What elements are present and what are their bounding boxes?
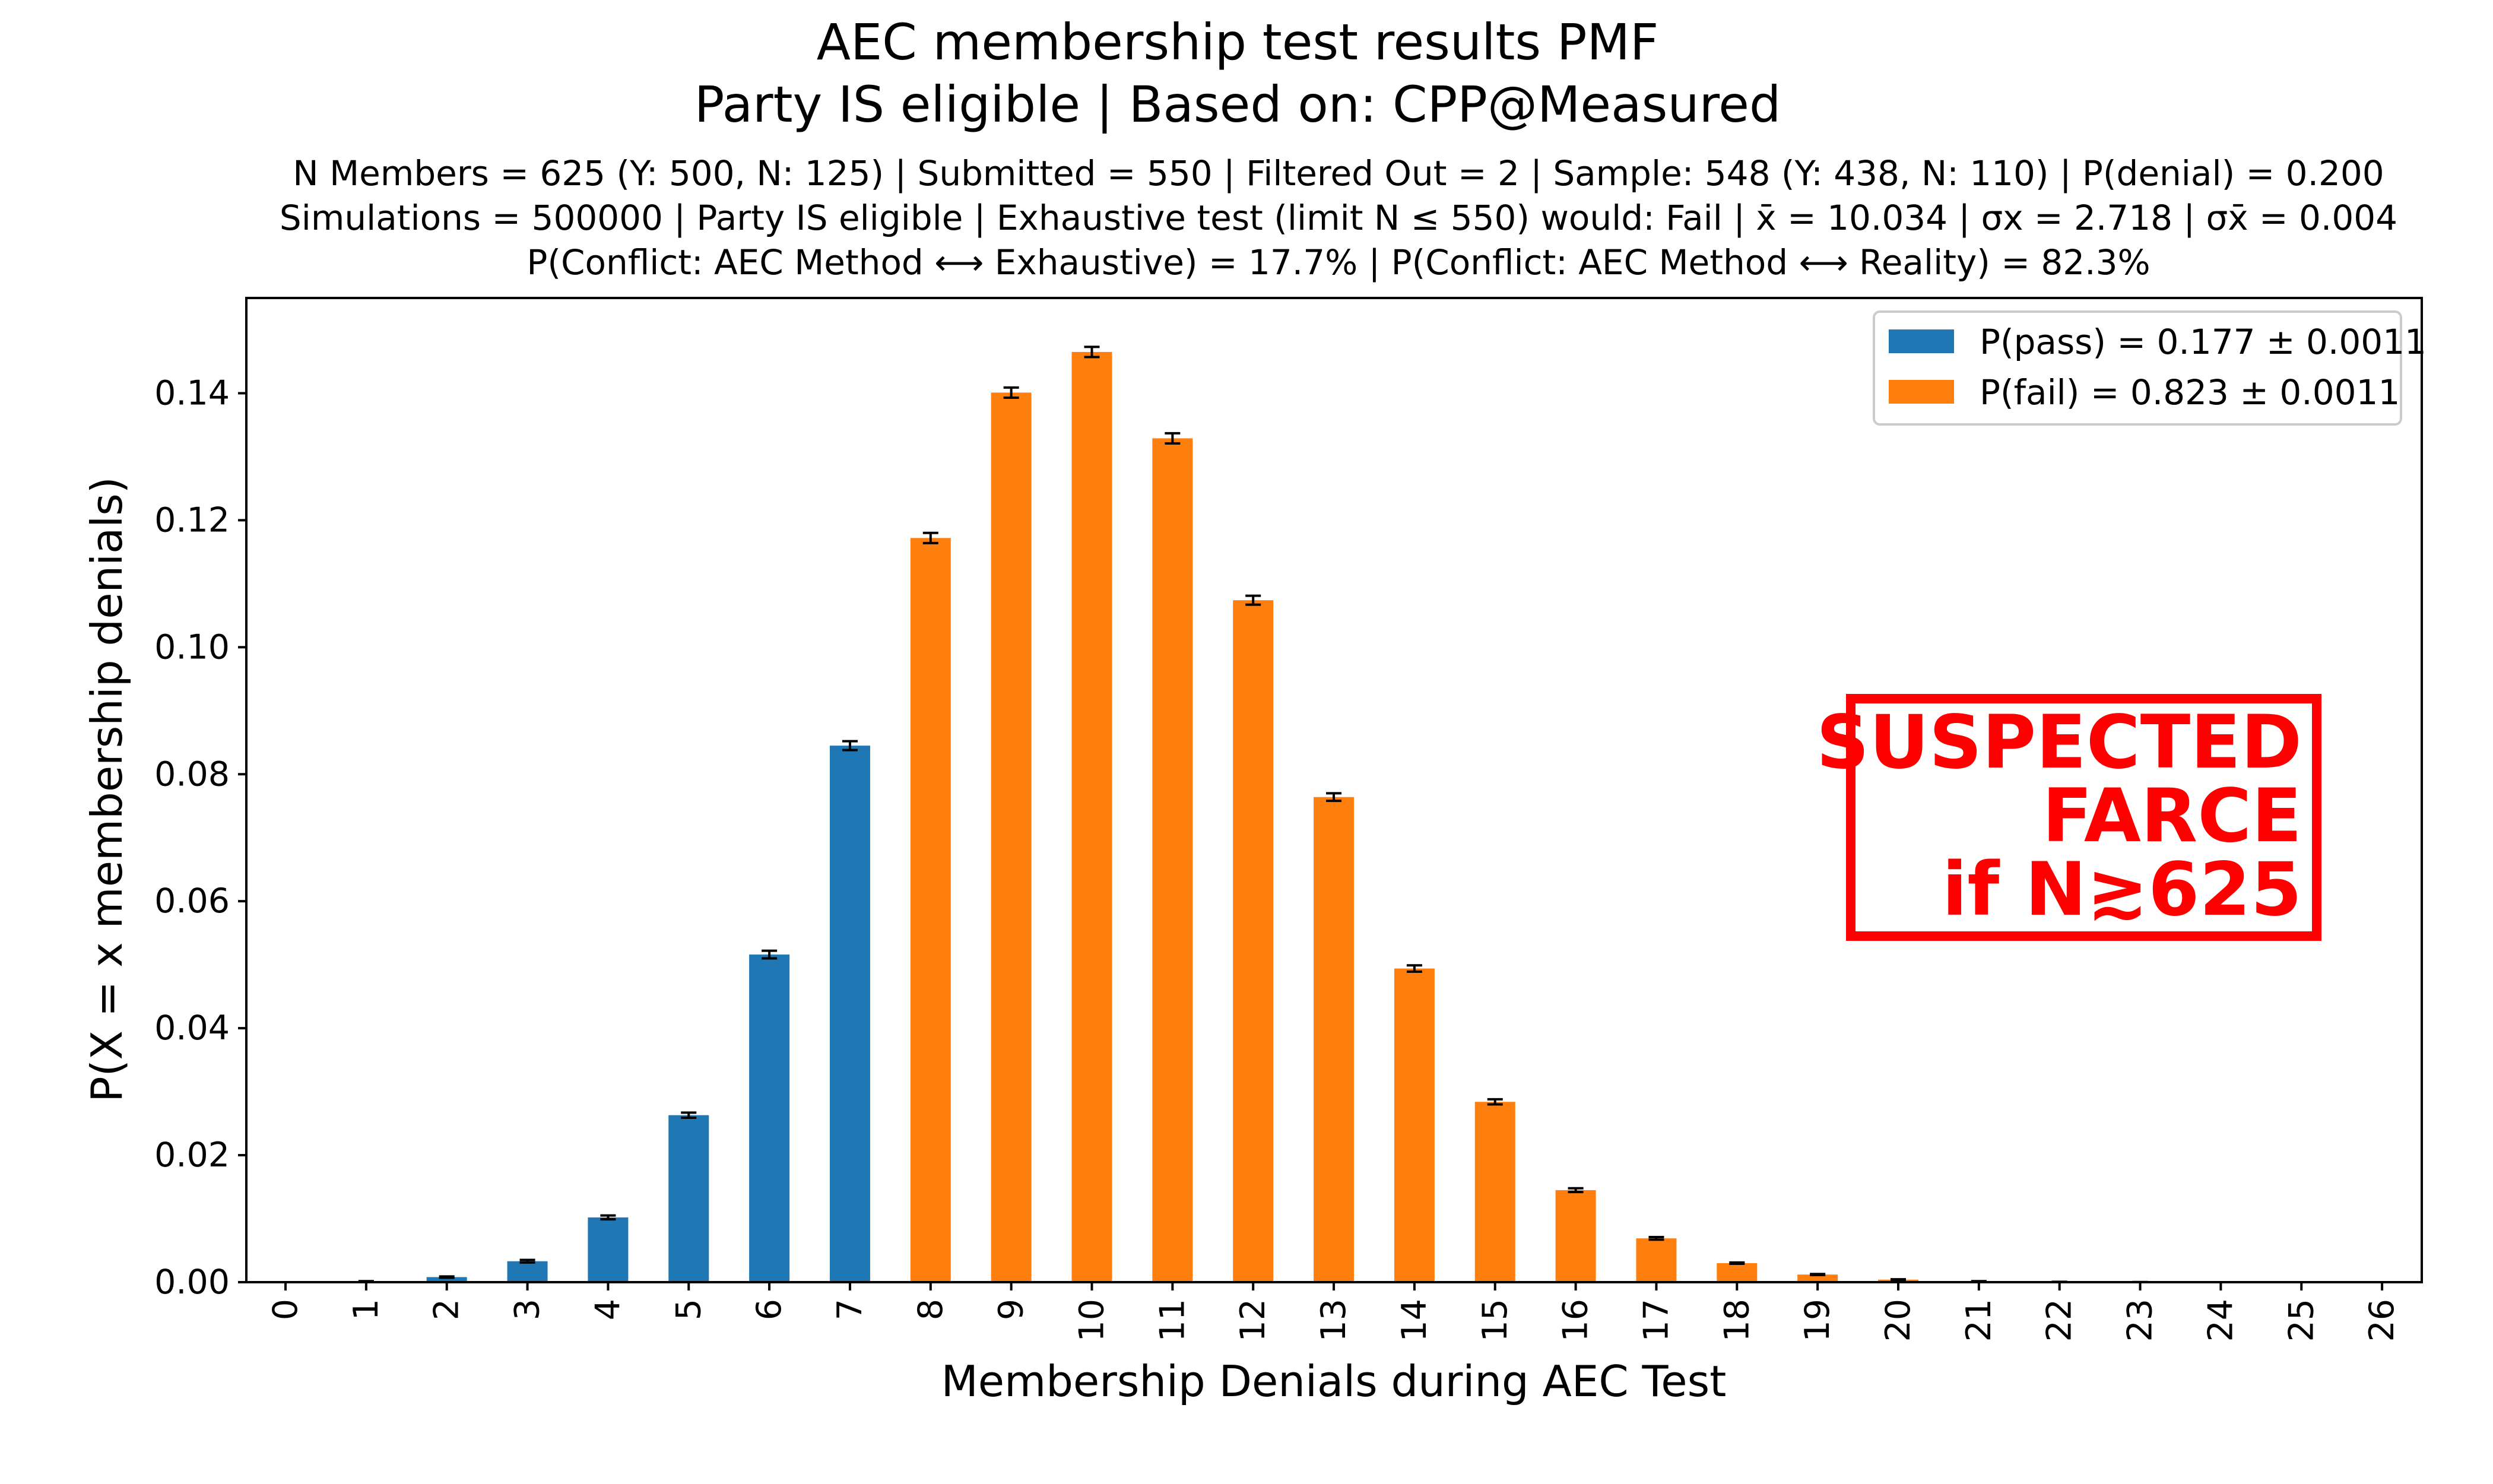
bar-8 bbox=[910, 538, 951, 1282]
x-tick-label-5: 5 bbox=[669, 1299, 708, 1320]
x-tick-label-0: 0 bbox=[266, 1299, 305, 1320]
x-tick-label-25: 25 bbox=[2282, 1299, 2321, 1342]
bar-18 bbox=[1717, 1263, 1758, 1282]
x-tick-label-10: 10 bbox=[1073, 1299, 1112, 1342]
y-tick-label-0.00: 0.00 bbox=[154, 1263, 230, 1302]
bar-6 bbox=[749, 955, 790, 1282]
legend: P(pass) = 0.177 ± 0.0011 P(fail) = 0.823… bbox=[1873, 310, 2427, 426]
error-bar-14 bbox=[1406, 964, 1422, 973]
x-tick-label-23: 23 bbox=[2121, 1299, 2160, 1342]
y-tick-label-0.10: 0.10 bbox=[154, 627, 230, 667]
error-bar-8 bbox=[922, 531, 938, 544]
chart-subtitle-line2: Simulations = 500000 | Party IS eligible… bbox=[280, 198, 2397, 238]
bar-2 bbox=[426, 1277, 467, 1282]
annotation-line2: FARCE bbox=[2042, 773, 2302, 859]
x-tick-label-3: 3 bbox=[508, 1299, 547, 1320]
bar-11 bbox=[1152, 438, 1193, 1282]
error-bar-20 bbox=[1891, 1278, 1906, 1282]
error-bar-18 bbox=[1729, 1261, 1745, 1265]
x-tick-label-21: 21 bbox=[1959, 1299, 1999, 1342]
annotation-line1: SUSPECTED bbox=[1816, 700, 2302, 785]
x-tick-label-4: 4 bbox=[588, 1299, 627, 1320]
annotation-line3: if N≳625 bbox=[1942, 847, 2302, 933]
error-bar-17 bbox=[1648, 1236, 1664, 1241]
chart-subtitle-line3: P(Conflict: AEC Method ⟷ Exhaustive) = 1… bbox=[526, 242, 2150, 283]
error-bar-11 bbox=[1165, 432, 1181, 445]
x-tick-label-14: 14 bbox=[1395, 1299, 1434, 1342]
y-tick-label-0.14: 0.14 bbox=[154, 373, 230, 413]
bar-4 bbox=[588, 1217, 629, 1282]
x-tick-label-7: 7 bbox=[830, 1299, 870, 1320]
chart-title: AEC membership test results PMF bbox=[817, 13, 1659, 71]
x-tick-label-15: 15 bbox=[1476, 1299, 1515, 1342]
x-tick-label-18: 18 bbox=[1717, 1299, 1756, 1342]
error-bar-6 bbox=[762, 949, 778, 960]
y-tick-label-0.02: 0.02 bbox=[154, 1136, 230, 1175]
x-tick-label-26: 26 bbox=[2362, 1299, 2402, 1342]
error-bar-16 bbox=[1568, 1187, 1584, 1194]
legend-label-pass: P(pass) = 0.177 ± 0.0011 bbox=[1980, 322, 2427, 362]
y-axis-label: P(X = x membership denials) bbox=[82, 477, 132, 1102]
chart-title-line2: Party IS eligible | Based on: CPP@Measur… bbox=[694, 75, 1781, 134]
x-tick-label-19: 19 bbox=[1798, 1299, 1837, 1342]
bars-group bbox=[345, 351, 2161, 1282]
bar-19 bbox=[1797, 1274, 1838, 1282]
annotation-frame bbox=[1846, 694, 2321, 941]
y-tick-label-0.08: 0.08 bbox=[154, 754, 230, 794]
y-tick-label-0.04: 0.04 bbox=[154, 1009, 230, 1048]
error-bar-9 bbox=[1003, 386, 1019, 399]
x-tick-label-17: 17 bbox=[1636, 1299, 1676, 1342]
error-bar-4 bbox=[600, 1214, 616, 1221]
error-bar-10 bbox=[1084, 345, 1100, 359]
x-tick-label-20: 20 bbox=[1879, 1299, 1918, 1342]
bar-14 bbox=[1394, 968, 1435, 1282]
x-tick-label-2: 2 bbox=[427, 1299, 467, 1320]
x-tick-label-11: 11 bbox=[1153, 1299, 1192, 1342]
x-tick-label-9: 9 bbox=[992, 1299, 1031, 1320]
error-bar-7 bbox=[842, 740, 858, 751]
legend-swatch-fail bbox=[1889, 380, 1954, 404]
bar-7 bbox=[829, 746, 870, 1282]
y-axis: 0.00 0.02 0.04 0.06 0.08 0.10 0.12 0.14 bbox=[154, 373, 246, 1302]
x-tick-label-22: 22 bbox=[2040, 1299, 2079, 1342]
chart-subtitle-line1: N Members = 625 (Y: 500, N: 125) | Submi… bbox=[293, 153, 2384, 194]
y-tick-label-0.06: 0.06 bbox=[154, 881, 230, 921]
bar-13 bbox=[1314, 797, 1355, 1282]
x-axis-label: Membership Denials during AEC Test bbox=[941, 1356, 1727, 1406]
bar-5 bbox=[668, 1115, 709, 1282]
x-tick-label-8: 8 bbox=[911, 1299, 950, 1320]
bar-3 bbox=[507, 1261, 548, 1282]
legend-box bbox=[1873, 310, 2402, 426]
y-tick-label-0.12: 0.12 bbox=[154, 500, 230, 540]
suspected-farce-annotation: SUSPECTED FARCE if N≳625 bbox=[1816, 694, 2321, 941]
error-bar-13 bbox=[1326, 792, 1342, 803]
bar-10 bbox=[1071, 351, 1112, 1282]
x-tick-label-12: 12 bbox=[1233, 1299, 1273, 1342]
legend-label-fail: P(fail) = 0.823 ± 0.0011 bbox=[1980, 372, 2400, 413]
error-bar-5 bbox=[681, 1111, 697, 1119]
x-tick-label-1: 1 bbox=[347, 1299, 386, 1320]
bar-12 bbox=[1233, 600, 1274, 1282]
x-tick-label-16: 16 bbox=[1556, 1299, 1596, 1342]
bar-17 bbox=[1636, 1238, 1677, 1282]
bar-9 bbox=[991, 392, 1032, 1282]
x-tick-label-6: 6 bbox=[750, 1299, 789, 1320]
bar-15 bbox=[1474, 1102, 1515, 1282]
x-tick-label-24: 24 bbox=[2201, 1299, 2240, 1342]
error-bar-15 bbox=[1487, 1098, 1503, 1106]
error-bar-3 bbox=[519, 1258, 535, 1264]
x-tick-label-13: 13 bbox=[1314, 1299, 1353, 1342]
error-bar-2 bbox=[439, 1275, 455, 1279]
legend-swatch-pass bbox=[1889, 329, 1954, 353]
error-bar-19 bbox=[1810, 1273, 1826, 1277]
x-axis: 0 1 2 3 4 5 6 7 8 9 10 11 12 13 14 15 16 17 18 19 20 21 22 23 24… bbox=[266, 1282, 2402, 1342]
bar-16 bbox=[1555, 1190, 1596, 1282]
error-bar-12 bbox=[1245, 594, 1261, 606]
